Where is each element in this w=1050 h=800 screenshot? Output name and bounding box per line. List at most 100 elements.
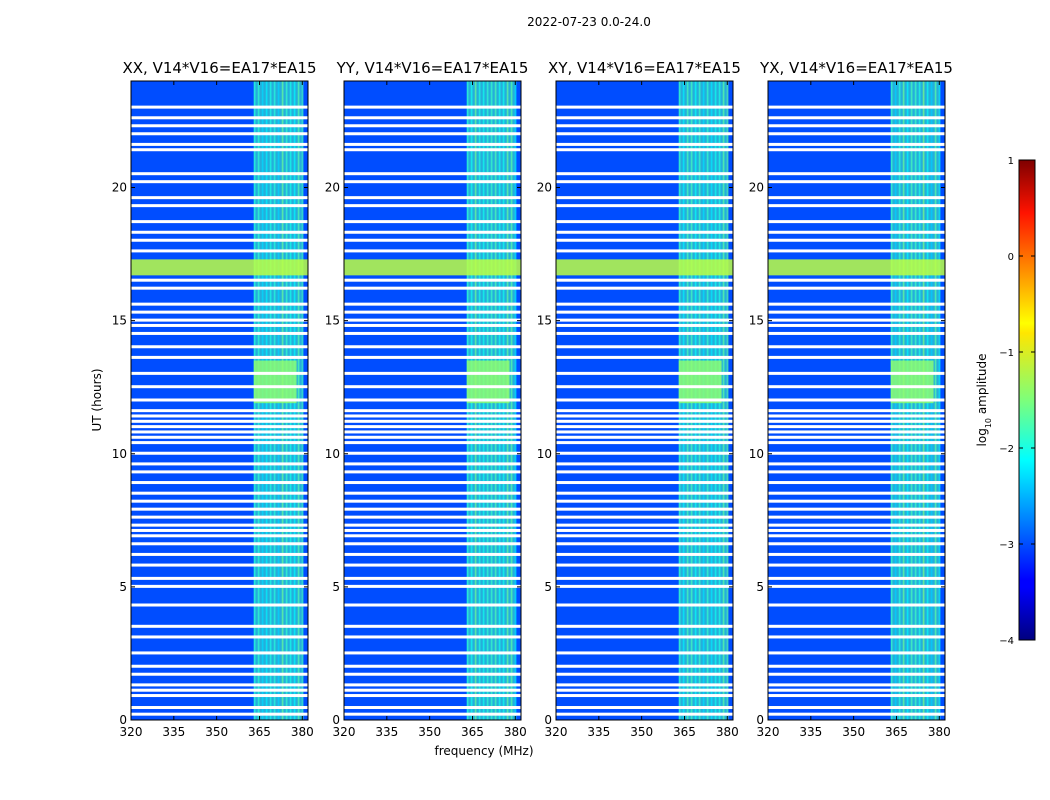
flagged-row xyxy=(344,105,521,109)
panel-frame xyxy=(767,80,946,721)
x-axis-label: frequency (MHz) xyxy=(434,744,533,758)
flagged-row xyxy=(344,249,521,253)
y-tick-label: 0 xyxy=(119,713,127,727)
flagged-row xyxy=(556,515,733,519)
flagged-row xyxy=(768,712,945,716)
flagged-row xyxy=(344,672,521,676)
y-tick-label: 5 xyxy=(544,580,552,594)
y-tick-label: 20 xyxy=(749,181,764,195)
flagged-row xyxy=(768,694,945,698)
flagged-row xyxy=(556,278,733,282)
flagged-row xyxy=(344,664,521,668)
flagged-row xyxy=(768,355,945,359)
flagged-row xyxy=(556,230,733,234)
panel-2: YY, V14*V16=EA17*EA15 320 335 350 365 380 0 5 10… xyxy=(325,59,529,739)
colorbar-tick-label: −2 xyxy=(999,444,1014,455)
flagged-row xyxy=(556,318,733,322)
flagged-row xyxy=(131,683,308,687)
flagged-row xyxy=(556,249,733,253)
flagged-row xyxy=(131,116,308,120)
flagged-row xyxy=(131,180,308,184)
y-axis-label: UT (hours) xyxy=(90,368,104,431)
x-tick-label: 320 xyxy=(757,725,780,739)
flagged-row xyxy=(344,132,521,136)
flagged-row xyxy=(768,105,945,109)
colorbar-tick-label: −3 xyxy=(999,540,1014,551)
flagged-row xyxy=(344,603,521,607)
y-tick-label: 15 xyxy=(749,314,764,328)
flagged-row xyxy=(768,470,945,474)
flagged-row xyxy=(768,124,945,128)
panel-frame xyxy=(130,80,309,721)
colorbar: 10−1−2−3−4 log10 amplitude xyxy=(975,156,1036,647)
x-tick-label: 335 xyxy=(375,725,398,739)
flagged-row xyxy=(131,230,308,234)
flagged-row xyxy=(768,238,945,242)
flagged-row xyxy=(768,603,945,607)
flagged-row xyxy=(768,651,945,655)
panel-2-plot-area xyxy=(344,81,521,720)
flagged-row xyxy=(131,371,308,375)
x-tick-label: 380 xyxy=(291,725,314,739)
flagged-row xyxy=(768,278,945,282)
y-tick-label: 15 xyxy=(537,314,552,328)
flagged-row xyxy=(344,180,521,184)
flagged-row xyxy=(556,441,733,445)
flagged-row xyxy=(768,576,945,580)
bright-time-band xyxy=(344,259,521,276)
flagged-row xyxy=(556,132,733,136)
flagged-row xyxy=(131,481,308,485)
panel-1: XX, V14*V16=EA17*EA15 320 335 350 365 380 0 5 10… xyxy=(112,59,317,739)
flagged-row xyxy=(768,624,945,628)
y-tick-label: 10 xyxy=(112,447,127,461)
flagged-row xyxy=(344,706,521,710)
y-tick-label: 0 xyxy=(756,713,764,727)
flagged-row xyxy=(556,398,733,402)
colorbar-tick-label: 1 xyxy=(1008,156,1014,167)
panel-title: YX, V14*V16=EA17*EA15 xyxy=(759,59,953,77)
flagged-row xyxy=(131,430,308,434)
flagged-row xyxy=(344,414,521,418)
flagged-row xyxy=(768,491,945,495)
flagged-row xyxy=(344,142,521,146)
flagged-row xyxy=(556,196,733,200)
flagged-row xyxy=(344,302,521,306)
panel-3: XY, V14*V16=EA17*EA15 320 335 350 365 380 0 5 10… xyxy=(537,59,741,739)
flagged-row xyxy=(768,507,945,511)
flagged-row xyxy=(131,470,308,474)
flagged-row xyxy=(344,204,521,208)
flagged-row xyxy=(131,563,308,567)
flagged-row xyxy=(131,491,308,495)
flagged-row xyxy=(768,425,945,429)
flagged-row xyxy=(344,694,521,698)
flagged-row xyxy=(131,124,308,128)
flagged-row xyxy=(131,441,308,445)
panel-1-plot-area xyxy=(131,81,308,720)
x-tick-label: 320 xyxy=(120,725,143,739)
flagged-row xyxy=(768,331,945,335)
flagged-row xyxy=(768,142,945,146)
flagged-row xyxy=(344,635,521,639)
y-tick-label: 10 xyxy=(325,447,340,461)
flagged-row xyxy=(344,552,521,556)
flagged-row xyxy=(131,419,308,423)
flagged-row xyxy=(556,355,733,359)
panel-title: YY, V14*V16=EA17*EA15 xyxy=(336,59,529,77)
flagged-row xyxy=(768,302,945,306)
flagged-row xyxy=(556,331,733,335)
flagged-row xyxy=(556,180,733,184)
y-tick-label: 15 xyxy=(112,314,127,328)
flagged-row xyxy=(768,310,945,314)
flagged-row xyxy=(344,523,521,527)
flagged-row xyxy=(131,142,308,146)
flagged-row xyxy=(768,430,945,434)
flagged-row xyxy=(131,694,308,698)
flagged-row xyxy=(344,515,521,519)
flagged-row xyxy=(556,507,733,511)
flagged-row xyxy=(131,278,308,282)
flagged-row xyxy=(556,430,733,434)
flagged-row xyxy=(556,470,733,474)
flagged-row xyxy=(768,515,945,519)
flagged-row xyxy=(131,385,308,389)
